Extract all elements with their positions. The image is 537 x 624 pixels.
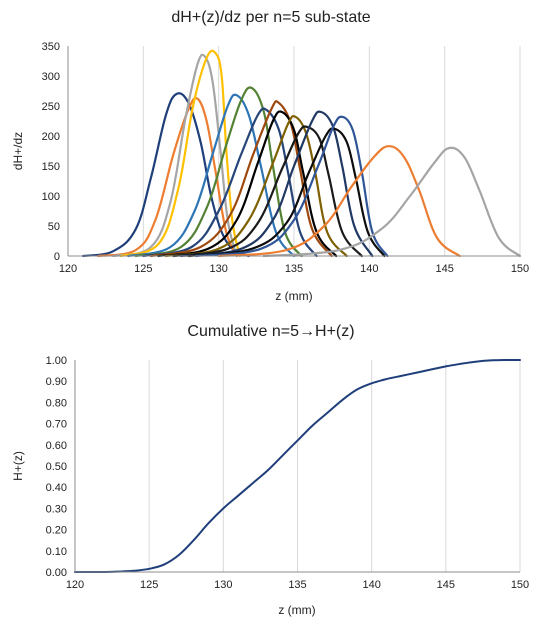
x-tick-label: 135	[285, 263, 303, 275]
series-line-6	[134, 86, 303, 258]
y-tick-label: 250	[42, 101, 60, 113]
y-tick-label: 0.80	[46, 397, 67, 409]
y-tick-label: 200	[42, 131, 60, 143]
series-line-13	[187, 127, 386, 258]
series-line-12	[179, 110, 374, 258]
y-tick-label: 50	[48, 221, 60, 233]
y-tick-label: 0.40	[46, 482, 67, 494]
top-chart-x-axis-label: z (mm)	[275, 289, 312, 303]
x-tick-label: 130	[214, 579, 232, 591]
series-line-7	[142, 107, 318, 258]
bottom-chart-title: Cumulative n=5→H+(z)	[187, 323, 354, 340]
x-tick-label: 150	[511, 579, 529, 591]
top-chart-series	[81, 49, 522, 258]
bottom-chart-x-ticks: 120 125 130 135 140 145 150	[66, 579, 529, 591]
y-tick-label: 0.90	[46, 376, 67, 388]
y-tick-label: 300	[42, 71, 60, 83]
x-tick-label: 125	[140, 579, 158, 591]
bottom-chart-y-ticks: 0.00 0.10 0.20 0.30 0.40 0.50 0.60 0.70 0.80 0.90…	[46, 355, 67, 579]
bottom-chart: Cumulative n=5→H+(z) 120 125 130 135 140 145 1…	[11, 323, 529, 617]
y-tick-label: 0	[54, 251, 60, 263]
y-tick-label: 0.70	[46, 419, 67, 431]
top-chart-axes	[67, 46, 520, 257]
series-line-16	[262, 146, 522, 258]
y-tick-label: 0.00	[46, 567, 67, 579]
y-tick-label: 350	[42, 41, 60, 53]
top-chart-x-ticks: 120 125 130 135 140 145 150	[59, 263, 529, 275]
y-tick-label: 150	[42, 161, 60, 173]
series-line-15	[217, 145, 461, 258]
x-tick-label: 130	[209, 263, 227, 275]
bottom-chart-x-axis-label: z (mm)	[278, 603, 315, 617]
x-tick-label: 140	[362, 579, 380, 591]
top-chart-y-axis-label: dH+/dz	[11, 132, 25, 170]
series-line-11	[172, 125, 363, 258]
series-line-3	[112, 53, 238, 258]
x-tick-label: 120	[59, 263, 77, 275]
x-tick-label: 145	[435, 263, 453, 275]
y-tick-label: 100	[42, 191, 60, 203]
bottom-chart-y-axis-label: H+(z)	[11, 451, 25, 481]
bottom-chart-axes	[74, 360, 520, 573]
x-tick-label: 120	[66, 579, 84, 591]
y-tick-label: 0.30	[46, 503, 67, 515]
x-tick-label: 140	[360, 263, 378, 275]
series-line-9	[157, 110, 338, 258]
top-chart-y-ticks: 0 50 100 150 200 250 300 350	[42, 41, 60, 263]
x-tick-label: 135	[288, 579, 306, 591]
y-tick-label: 1.00	[46, 355, 67, 367]
top-chart: dH+(z)/dz per n=5 sub-state 120 125 130 135…	[11, 9, 529, 303]
bottom-chart-series	[74, 358, 521, 574]
y-tick-label: 0.20	[46, 525, 67, 537]
top-chart-title: dH+(z)/dz per n=5 sub-state	[171, 9, 370, 26]
x-tick-label: 125	[134, 263, 152, 275]
series-line-2	[97, 96, 238, 258]
y-tick-label: 0.50	[46, 461, 67, 473]
series-line-10	[164, 114, 348, 258]
series-line-1	[81, 92, 250, 258]
y-tick-label: 0.60	[46, 440, 67, 452]
y-tick-label: 0.10	[46, 546, 67, 558]
series-line-14	[194, 115, 389, 258]
x-tick-label: 145	[437, 579, 455, 591]
x-tick-label: 150	[511, 263, 529, 275]
series-line-1	[74, 358, 521, 574]
